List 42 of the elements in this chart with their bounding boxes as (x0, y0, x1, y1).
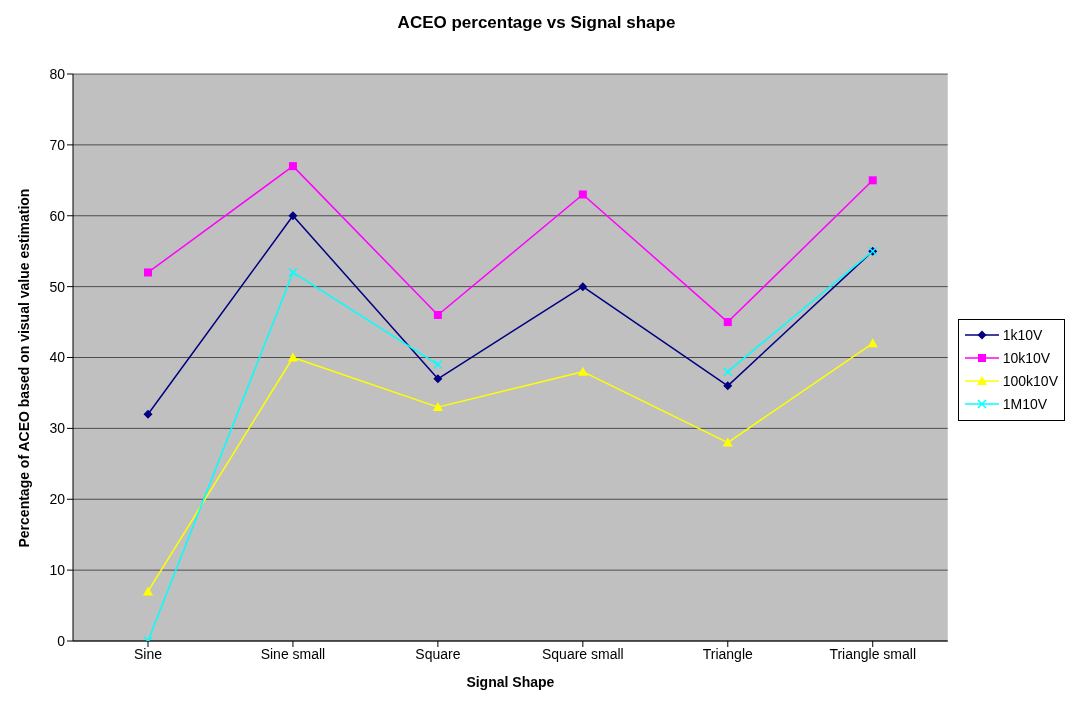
point (144, 268, 152, 277)
legend-label: 1M10V (1002, 396, 1048, 412)
point (867, 338, 878, 348)
point (578, 190, 587, 199)
y-tick-label: 40 (49, 349, 66, 366)
point (143, 586, 153, 596)
point (577, 366, 588, 376)
chart-title: ACEO percentage vs Signal shape (396, 12, 677, 34)
y-tick-label: 0 (57, 632, 66, 649)
point (722, 437, 733, 447)
point (433, 310, 442, 319)
legend-label: 1k10V (1002, 327, 1043, 343)
y-tick-label: 30 (49, 420, 66, 437)
x-tick-label: Sine small (260, 645, 326, 662)
y-tick-label: 60 (49, 207, 66, 224)
point (143, 409, 153, 419)
x-tick-label: Sine (133, 645, 163, 662)
point (723, 381, 733, 391)
point (723, 366, 733, 377)
x-axis-title: Signal Shape (466, 674, 555, 690)
y-tick-label: 80 (49, 65, 66, 82)
point (288, 267, 298, 278)
point (288, 162, 297, 171)
legend-label: 100k10V (1002, 373, 1058, 389)
x-tick-label: Square (415, 645, 461, 662)
legend-label: 10k10V (1002, 350, 1051, 366)
point (868, 176, 877, 185)
x-tick-label: Triangle small (829, 645, 917, 662)
point (723, 318, 732, 327)
x-tick-label: Square small (541, 645, 624, 662)
y-tick-label: 50 (49, 278, 66, 295)
point (578, 282, 588, 292)
y-tick-label: 10 (49, 562, 66, 579)
point (288, 211, 298, 221)
point (287, 352, 298, 362)
point (432, 402, 443, 412)
y-tick-label: 20 (49, 491, 66, 508)
point (433, 359, 443, 370)
y-tick-label: 70 (49, 136, 66, 153)
x-tick-label: Triangle (702, 645, 754, 662)
y-axis-title: Percentage of ACEO based on visual value estimation (15, 188, 32, 548)
point (433, 374, 443, 384)
